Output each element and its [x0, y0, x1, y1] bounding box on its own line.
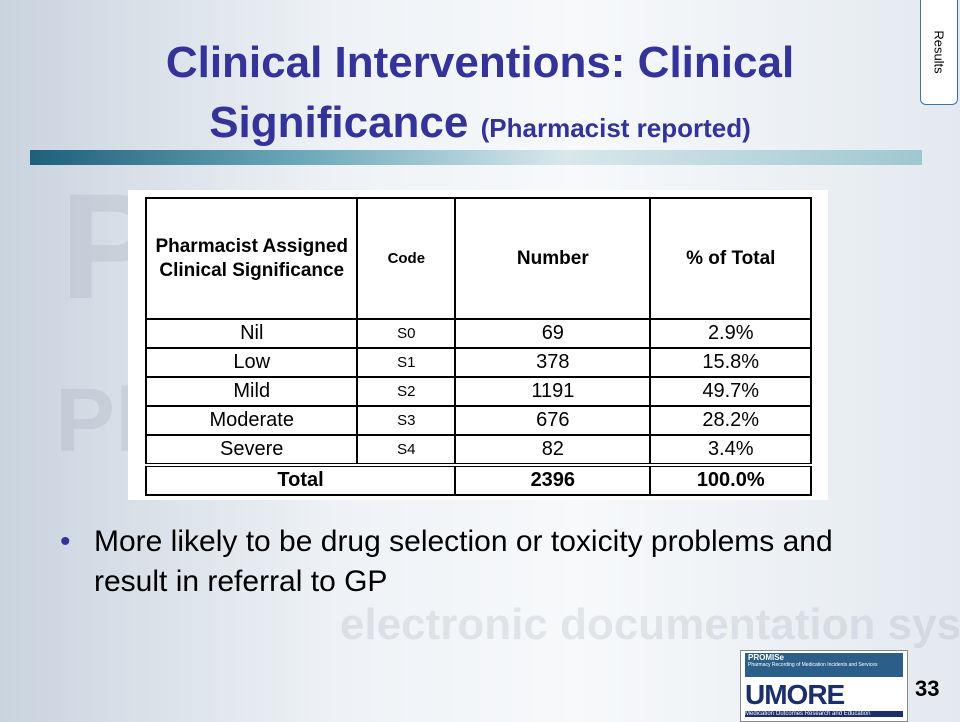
- bullet: More likely to be drug selection or toxi…: [60, 522, 880, 602]
- table-cell: 69: [454, 318, 652, 349]
- table-cell: 28.2%: [649, 405, 812, 436]
- table-cell: 15.8%: [649, 347, 812, 378]
- table-row: Mild S2 1191 49.7%: [144, 376, 812, 407]
- table-cell: S1: [356, 347, 457, 378]
- table-cell: Mild: [144, 376, 359, 407]
- logo-text: PROMISe: [748, 653, 785, 662]
- bullet-text: More likely to be drug selection or toxi…: [94, 525, 833, 598]
- header-cell: Pharmacist Assigned Clinical Significanc…: [144, 197, 359, 320]
- title-line: Clinical Interventions: Clinical: [165, 38, 795, 87]
- title-note: (Pharmacist reported): [480, 113, 751, 143]
- table-row: Severe S4 82 3.4%: [144, 434, 812, 467]
- table-cell: S0: [356, 318, 457, 349]
- table-cell: 1191: [454, 376, 652, 407]
- table-cell: 378: [454, 347, 652, 378]
- table-cell: S4: [356, 434, 457, 467]
- table-cell: S2: [356, 376, 457, 407]
- table-cell: Low: [144, 347, 359, 378]
- table-row: Nil S0 69 2.9%: [144, 318, 812, 349]
- table-cell: 2.9%: [649, 318, 812, 349]
- total-cell: Total: [144, 464, 457, 496]
- header-cell: Number: [454, 197, 652, 320]
- total-cell: 2396: [454, 464, 652, 496]
- header-cell: Code: [356, 197, 457, 320]
- watermark: electronic documentation system: [340, 600, 960, 649]
- logo-text: Pharmacy Recording of Medication Inciden…: [748, 662, 878, 668]
- table-cell: S3: [356, 405, 457, 436]
- total-cell: 100.0%: [649, 464, 812, 496]
- table-row: Moderate S3 676 28.2%: [144, 405, 812, 436]
- table-cell: 3.4%: [649, 434, 812, 467]
- table-panel: Pharmacist Assigned Clinical Significanc…: [128, 190, 828, 500]
- table-cell: Moderate: [144, 405, 359, 436]
- table-cell: Severe: [144, 434, 359, 467]
- logo: PROMISe Pharmacy Recording of Medication…: [740, 650, 908, 722]
- banner-strip: [30, 150, 922, 165]
- header-cell: % of Total: [649, 197, 812, 320]
- header-row: Pharmacist Assigned Clinical Significanc…: [144, 197, 812, 320]
- title-line: Significance (Pharmacist reported): [0, 98, 960, 148]
- logo-text: Medication Outcomes Research and Educati…: [745, 711, 903, 717]
- table-row: Low S1 378 15.8%: [144, 347, 812, 378]
- title-text: Significance: [209, 98, 469, 147]
- total-row: Total 2396 100.0%: [144, 464, 812, 496]
- section-tab: Results: [920, 0, 958, 105]
- page-number: 33: [915, 676, 940, 701]
- table: Pharmacist Assigned Clinical Significanc…: [144, 197, 812, 496]
- logo-text: UMORE: [745, 679, 845, 710]
- table-cell: 82: [454, 434, 652, 467]
- table-cell: 676: [454, 405, 652, 436]
- table-cell: 49.7%: [649, 376, 812, 407]
- table-cell: Nil: [144, 318, 359, 349]
